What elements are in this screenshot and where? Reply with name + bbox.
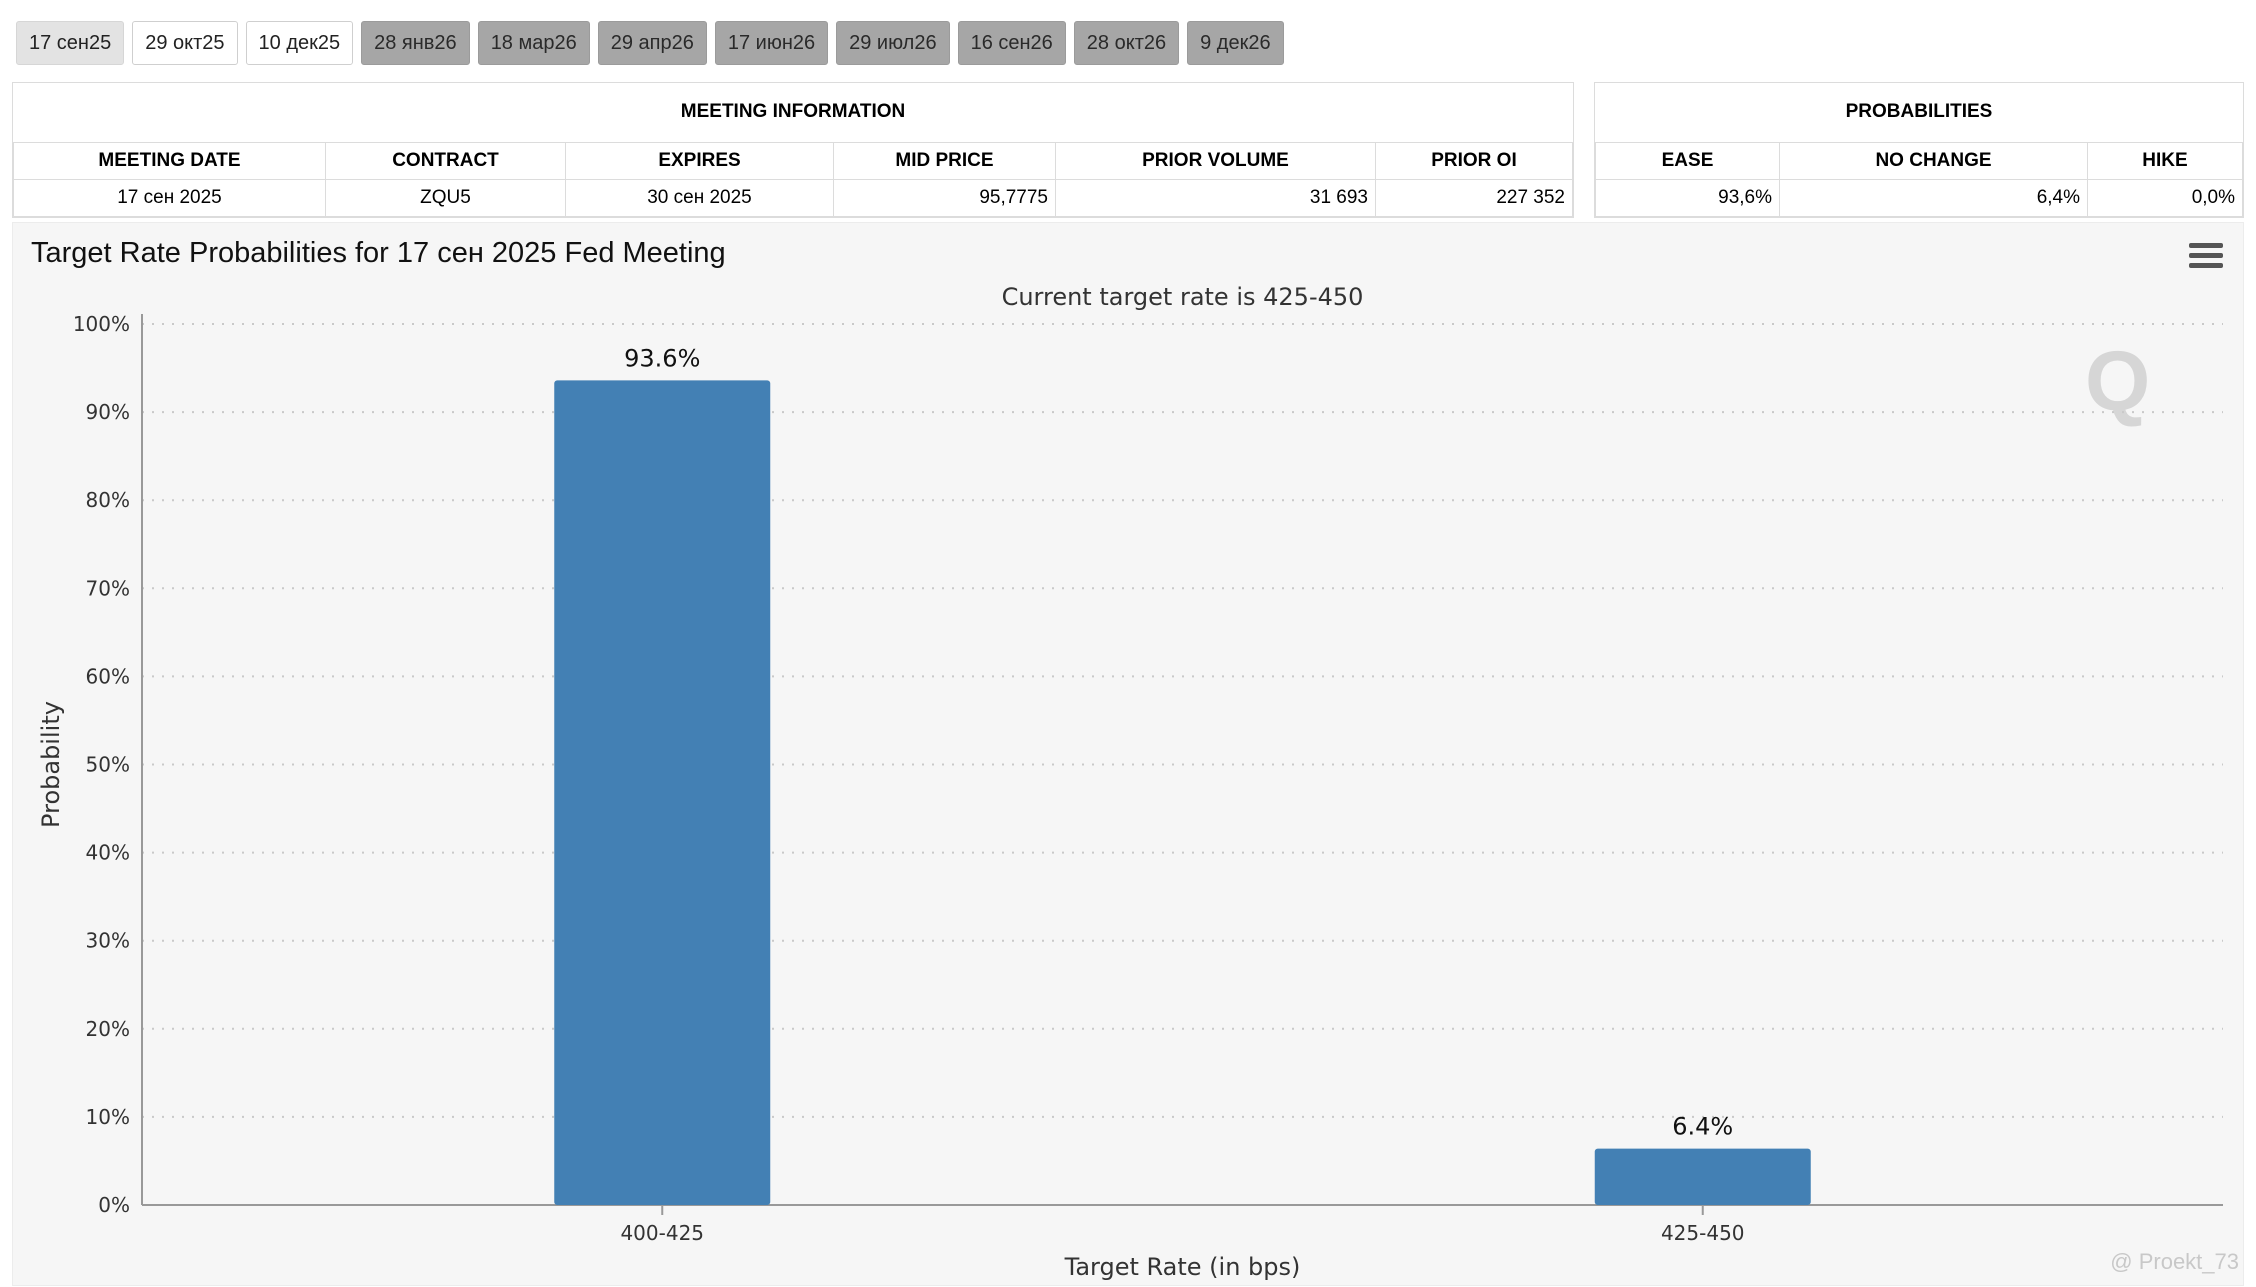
bar-chart: Current target rate is 425-450 0% 10% 20% 30… (37, 283, 2223, 1281)
chart-menu-icon[interactable] (2189, 243, 2223, 273)
y-tick-label: 0% (98, 1193, 130, 1217)
cell-prior-volume: 31 693 (1055, 178, 1376, 217)
meeting-information-caption: MEETING INFORMATION (13, 83, 1573, 143)
tab-meeting-5[interactable]: 29 апр26 (597, 21, 707, 65)
cell-ease: 93,6% (1595, 178, 1780, 217)
x-tick-label: 425-450 (1661, 1221, 1745, 1245)
x-tick-label: 400-425 (620, 1221, 704, 1245)
tab-meeting-8[interactable]: 16 сен26 (957, 21, 1066, 65)
probabilities-caption: PROBABILITIES (1595, 83, 2243, 143)
col-hike: HIKE (2087, 141, 2243, 180)
tab-meeting-9[interactable]: 28 окт26 (1073, 21, 1180, 65)
bar-425-450 (1594, 1148, 1811, 1205)
col-no-change: NO CHANGE (1779, 141, 2088, 180)
cell-hike: 0,0% (2087, 178, 2243, 217)
col-prior-volume: PRIOR VOLUME (1055, 141, 1376, 180)
tab-meeting-4[interactable]: 18 мар26 (477, 21, 590, 65)
cell-contract: ZQU5 (325, 178, 566, 217)
y-tick-label: 10% (86, 1105, 130, 1129)
cell-meeting-date: 17 сен 2025 (13, 178, 326, 217)
data-label: 6.4% (1672, 1113, 1733, 1141)
col-meeting-date: MEETING DATE (13, 141, 326, 180)
y-tick-label: 60% (86, 664, 130, 688)
bar-400-425 (554, 380, 771, 1205)
y-tick-label: 100% (73, 312, 130, 336)
y-tick-label: 20% (86, 1017, 130, 1041)
col-ease: EASE (1595, 141, 1780, 180)
probabilities-header-row: EASE NO CHANGE HIKE (1595, 141, 2243, 180)
probabilities-table: PROBABILITIES EASE NO CHANGE HIKE 93,6% … (1594, 82, 2244, 218)
col-expires: EXPIRES (565, 141, 834, 180)
chart-title: Target Rate Probabilities for 17 сен 202… (31, 237, 726, 269)
table-row: 17 сен 2025 ZQU5 30 сен 2025 95,7775 31 … (13, 178, 1573, 217)
col-contract: CONTRACT (325, 141, 566, 180)
cell-expires: 30 сен 2025 (565, 178, 834, 217)
y-axis-label: Probability (37, 701, 65, 828)
col-prior-oi: PRIOR OI (1375, 141, 1573, 180)
chart-panel: Target Rate Probabilities for 17 сен 202… (12, 222, 2244, 1286)
y-tick-label: 70% (86, 576, 130, 600)
y-tick-label: 90% (86, 400, 130, 424)
y-tick-label: 30% (86, 929, 130, 953)
cell-prior-oi: 227 352 (1375, 178, 1573, 217)
cell-mid-price: 95,7775 (833, 178, 1056, 217)
y-tick-label: 80% (86, 488, 130, 512)
meeting-information-table: MEETING INFORMATION MEETING DATE CONTRAC… (12, 82, 1574, 218)
tab-meeting-10[interactable]: 9 дек26 (1187, 21, 1284, 65)
meeting-info-header-row: MEETING DATE CONTRACT EXPIRES MID PRICE … (13, 141, 1573, 180)
y-tick-label: 40% (86, 841, 130, 865)
credit-text: @ Proekt_73 (2110, 1249, 2239, 1274)
tab-meeting-1[interactable]: 29 окт25 (132, 21, 238, 65)
y-tick-label: 50% (86, 753, 130, 777)
cell-no-change: 6,4% (1779, 178, 2088, 217)
meeting-date-tabs: 17 сен25 29 окт25 10 дек25 28 янв26 18 мар26… (16, 21, 1284, 65)
tab-meeting-7[interactable]: 29 июл26 (836, 21, 950, 65)
col-mid-price: MID PRICE (833, 141, 1056, 180)
x-axis-label: Target Rate (in bps) (1064, 1253, 1301, 1281)
tab-meeting-3[interactable]: 28 янв26 (361, 21, 470, 65)
chart-subtitle: Current target rate is 425-450 (1002, 283, 1364, 311)
tab-meeting-2[interactable]: 10 дек25 (245, 21, 354, 65)
tab-meeting-0[interactable]: 17 сен25 (16, 21, 125, 65)
data-label: 93.6% (624, 344, 700, 372)
tab-meeting-6[interactable]: 17 июн26 (714, 21, 829, 65)
watermark-logo: Q (2085, 334, 2151, 428)
table-row: 93,6% 6,4% 0,0% (1595, 178, 2243, 217)
